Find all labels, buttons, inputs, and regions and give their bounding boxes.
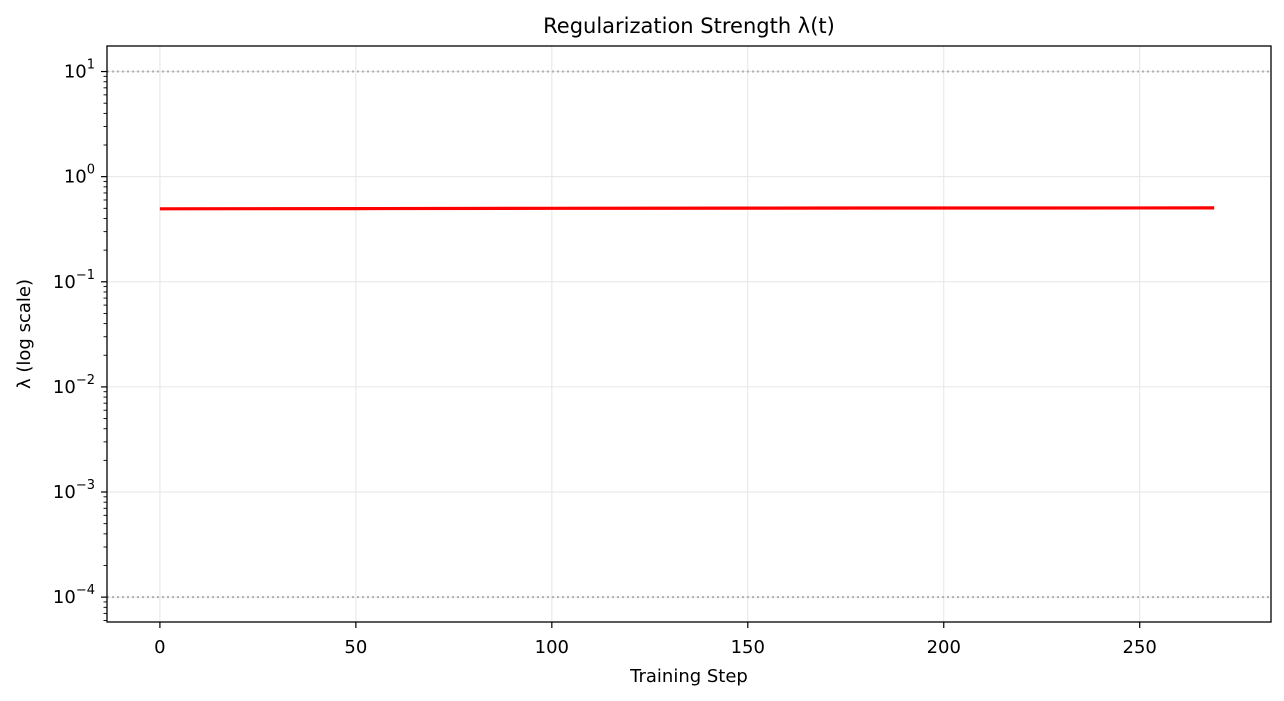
reference-lines xyxy=(107,70,1271,599)
series-line xyxy=(159,206,1215,211)
series-layer xyxy=(159,206,1215,211)
chart-title: Regularization Strength λ(t) xyxy=(543,14,835,38)
y-tick-label: 10−2 xyxy=(53,373,95,398)
y-axis-label: λ (log scale) xyxy=(14,279,35,389)
x-axis: 0 50 100 150 200 250 xyxy=(154,622,1157,658)
y-tick-label: 10−3 xyxy=(53,478,95,503)
y-tick-label: 101 xyxy=(64,58,95,83)
x-tick-label: 0 xyxy=(154,637,165,658)
x-tick-label: 250 xyxy=(1123,637,1157,658)
y-tick-label: 10−1 xyxy=(53,268,95,293)
plot-frame xyxy=(106,45,1272,623)
y-tick-label: 10−4 xyxy=(53,583,95,608)
grid xyxy=(107,46,1271,622)
y-tick-label: 100 xyxy=(64,163,95,188)
x-tick-label: 200 xyxy=(927,637,961,658)
x-tick-label: 150 xyxy=(731,637,765,658)
x-tick-label: 50 xyxy=(344,637,367,658)
x-tick-label: 100 xyxy=(535,637,569,658)
x-axis-label: Training Step xyxy=(629,666,748,687)
y-axis: 10−4 10−3 10−2 10−1 100 101 xyxy=(53,58,107,621)
